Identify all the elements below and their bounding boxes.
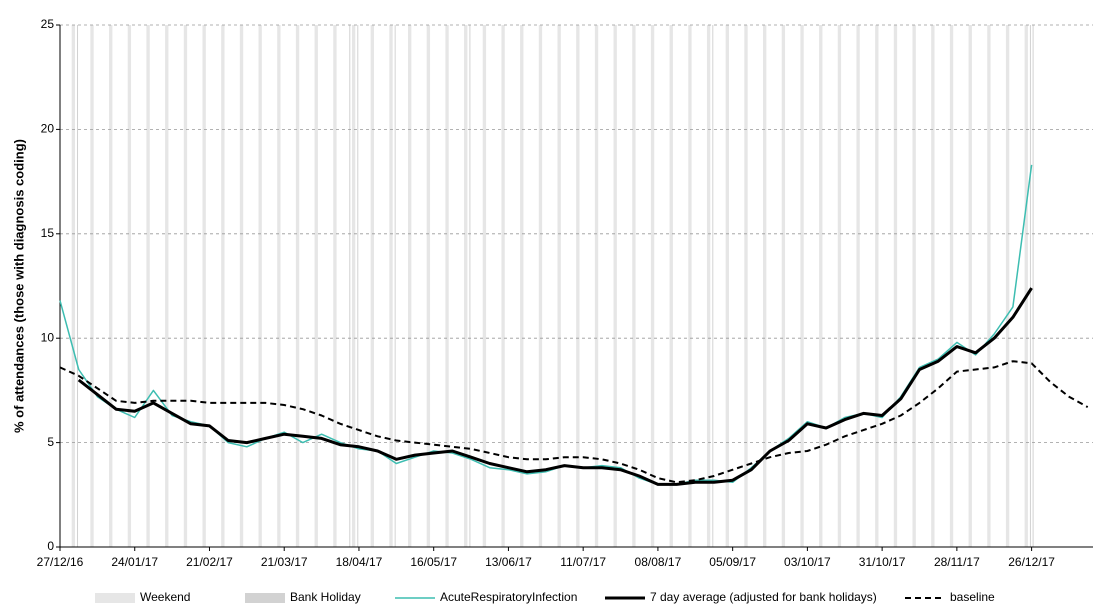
shading-band [856, 25, 860, 547]
legend-label: AcuteRespiratoryInfection [440, 590, 577, 604]
shading-band [669, 25, 673, 547]
legend-label: Bank Holiday [290, 590, 361, 604]
shading-band [576, 25, 580, 547]
shading-band [109, 25, 113, 547]
shading-band [501, 25, 505, 547]
y-axis-label: % of attendances (those with diagnosis c… [11, 139, 26, 433]
shading-band [90, 25, 94, 547]
legend-label: 7 day average (adjusted for bank holiday… [650, 590, 877, 604]
shading-band [557, 25, 561, 547]
shading-band [1005, 25, 1010, 547]
shading-band [357, 25, 359, 547]
shading-band [394, 25, 396, 547]
shading-band [482, 25, 487, 547]
shading-band [712, 25, 714, 547]
shading-band [1032, 25, 1034, 547]
x-tick-label: 21/03/17 [261, 555, 308, 569]
shading-band [469, 25, 471, 547]
shading-band [725, 25, 729, 547]
series-line [77, 287, 1033, 486]
x-tick-label: 03/10/17 [784, 555, 831, 569]
shading-band [594, 25, 599, 547]
x-tick-label: 21/02/17 [186, 555, 233, 569]
shading-band [445, 25, 449, 547]
legend-label: Weekend [140, 590, 190, 604]
shading-band [221, 25, 225, 547]
shading-band [968, 25, 972, 547]
shading-band [837, 25, 842, 547]
shading-band [1029, 25, 1031, 547]
y-tick-label: 5 [47, 435, 54, 449]
shading-band [277, 25, 281, 547]
y-tick-label: 0 [47, 539, 54, 553]
shading-band [71, 25, 76, 547]
shading-band [370, 25, 374, 547]
shading-band [538, 25, 543, 547]
shading-band [987, 25, 991, 547]
series-line [59, 360, 1089, 484]
shading-band [349, 25, 351, 547]
shading-band [632, 25, 636, 547]
shading-band [127, 25, 132, 547]
x-tick-label: 26/12/17 [1008, 555, 1055, 569]
shading-band [426, 25, 431, 547]
shading-band [875, 25, 879, 547]
shading-band [949, 25, 954, 547]
shading-band [165, 25, 169, 547]
y-tick-label: 15 [41, 226, 55, 240]
legend-label: baseline [950, 590, 995, 604]
y-tick-label: 20 [41, 122, 55, 136]
shading-band [183, 25, 188, 547]
shading-band [202, 25, 206, 547]
shading-band [893, 25, 898, 547]
x-tick-label: 16/05/17 [410, 555, 457, 569]
x-tick-label: 05/09/17 [709, 555, 756, 569]
shading-band [706, 25, 711, 547]
shading-band [1024, 25, 1028, 547]
shading-band [781, 25, 786, 547]
x-tick-label: 08/08/17 [635, 555, 682, 569]
y-tick-label: 25 [41, 17, 55, 31]
shading-band [146, 25, 150, 547]
shading-band [819, 25, 823, 547]
shading-band [77, 25, 79, 547]
x-tick-label: 18/04/17 [336, 555, 383, 569]
shading-band [688, 25, 692, 547]
shading-band [333, 25, 337, 547]
x-tick-label: 13/06/17 [485, 555, 532, 569]
shading-band [464, 25, 468, 547]
shading-band [258, 25, 262, 547]
y-tick-label: 10 [41, 330, 55, 344]
shading-band [295, 25, 300, 547]
x-tick-label: 27/12/16 [37, 555, 84, 569]
x-tick-label: 11/07/17 [560, 555, 606, 569]
shading-band [744, 25, 748, 547]
shading-band [931, 25, 935, 547]
shading-band [763, 25, 767, 547]
shading-band [613, 25, 617, 547]
legend-swatch [245, 593, 285, 603]
shading-band [800, 25, 804, 547]
shading-band [520, 25, 524, 547]
x-tick-label: 28/11/17 [934, 555, 980, 569]
shading-band [351, 25, 356, 547]
x-tick-label: 31/10/17 [859, 555, 906, 569]
shading-band [314, 25, 318, 547]
shading-band [408, 25, 412, 547]
shading-band [389, 25, 393, 547]
shading-band [239, 25, 244, 547]
x-tick-label: 24/01/17 [111, 555, 158, 569]
shading-band [912, 25, 916, 547]
shading-band [650, 25, 655, 547]
legend-swatch [95, 593, 135, 603]
